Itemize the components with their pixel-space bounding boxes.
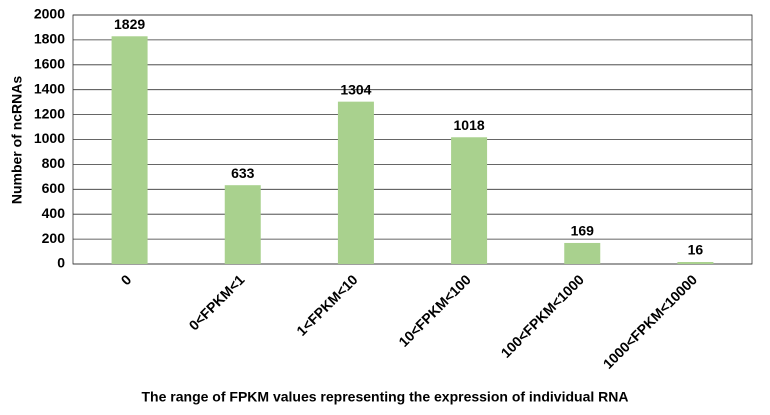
x-tick-label: 100<FPKM<1000	[498, 271, 588, 361]
y-tick-label: 1200	[34, 105, 65, 121]
y-tick-label: 0	[57, 255, 65, 271]
data-label: 633	[231, 165, 255, 181]
y-tick-label: 1800	[34, 31, 65, 47]
y-tick-label: 1400	[34, 80, 65, 96]
bar	[224, 185, 261, 264]
x-tick-label: 0<FPKM<1	[186, 271, 248, 333]
y-tick-label: 800	[42, 155, 66, 171]
bar	[677, 262, 714, 264]
data-label: 169	[571, 223, 595, 239]
data-label: 1304	[340, 81, 371, 97]
x-tick-label: 0	[117, 271, 134, 288]
y-axis-label: Number of ncRNAs	[9, 76, 25, 205]
x-tick-label: 1000<FPKM<10000	[600, 271, 701, 372]
x-tick-label: 1<FPKM<10	[293, 271, 361, 339]
y-tick-label: 200	[42, 230, 66, 246]
bar	[111, 36, 148, 264]
bar	[337, 101, 374, 264]
y-tick-label: 400	[42, 205, 66, 221]
x-axis-label: The range of FPKM values representing th…	[142, 389, 629, 405]
data-label: 16	[688, 242, 704, 258]
y-tick-label: 1600	[34, 56, 65, 72]
x-tick-label: 10<FPKM<100	[395, 271, 474, 350]
y-tick-label: 600	[42, 180, 66, 196]
data-label: 1018	[454, 117, 485, 133]
y-tick-label: 1000	[34, 130, 65, 146]
bar	[451, 137, 488, 264]
data-label: 1829	[114, 16, 145, 32]
bar	[564, 242, 601, 264]
y-tick-label: 2000	[34, 6, 65, 22]
